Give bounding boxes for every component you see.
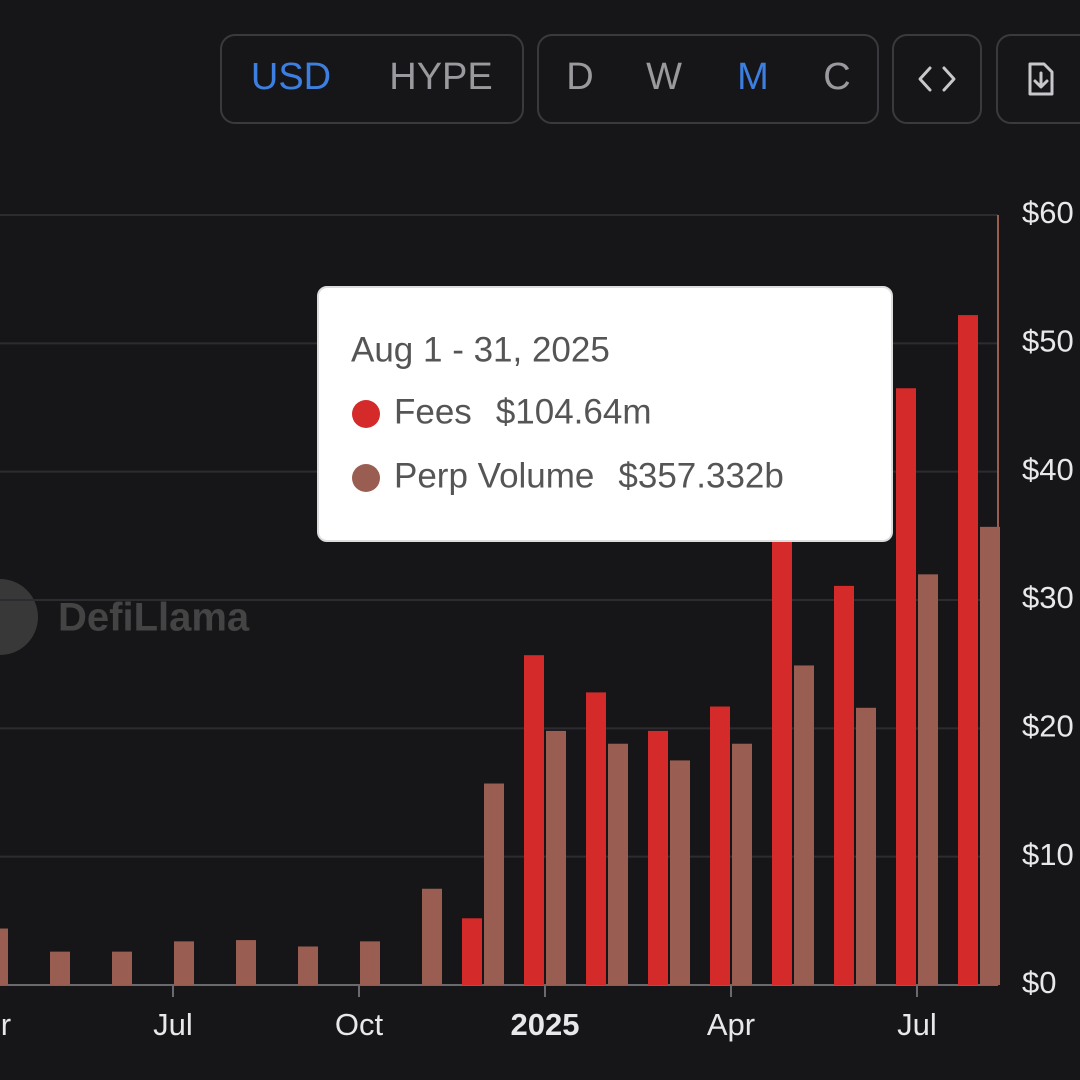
bar (586, 692, 606, 985)
bar (0, 928, 8, 985)
tooltip-series-name: Perp Volume (394, 456, 594, 495)
bar (174, 941, 194, 985)
tooltip-box (317, 286, 893, 542)
y-tick-label: $40 (1022, 452, 1074, 487)
download-icon (1028, 62, 1054, 96)
bar (980, 526, 1000, 985)
x-tick-label: Oct (335, 1007, 384, 1042)
bar (112, 951, 132, 985)
bar (236, 940, 256, 985)
bar (50, 951, 70, 985)
watermark-logo (0, 579, 38, 655)
month-button[interactable]: M (737, 56, 769, 98)
bar (856, 707, 876, 985)
tooltip: Aug 1 - 31, 2025 Fees $104.64m Perp Volume… (317, 286, 893, 542)
embed-button[interactable] (892, 34, 982, 124)
bar (298, 946, 318, 985)
bar (732, 743, 752, 985)
x-tick-label: Apr (707, 1007, 755, 1042)
plot: $0 $10 $20 $30 $40 $50 $60 Apr Jul Oct 2025 Apr Jul (0, 195, 1074, 1042)
tooltip-value: $357.332b (618, 456, 783, 495)
currency-toggle (220, 34, 524, 124)
week-button[interactable]: W (646, 56, 682, 98)
bar (896, 388, 916, 985)
bar (422, 888, 442, 985)
bar (918, 574, 938, 985)
bar (608, 743, 628, 985)
tooltip-series-name: Fees (394, 392, 472, 431)
bar (834, 585, 854, 985)
bar (484, 783, 504, 985)
bar (772, 471, 792, 986)
usd-button[interactable]: USD (251, 56, 331, 98)
x-tick-label: 2025 (511, 1007, 580, 1042)
y-tick-label: $60 (1022, 195, 1074, 230)
x-tick-label: Apr (0, 1007, 11, 1042)
bar (546, 730, 566, 985)
bar (710, 706, 730, 985)
bar (462, 918, 482, 985)
embed-icon (918, 66, 956, 92)
bar (794, 665, 814, 985)
bar (958, 315, 978, 986)
bar (524, 655, 544, 985)
tooltip-value: $104.64m (496, 392, 652, 431)
day-button[interactable]: D (566, 56, 593, 98)
watermark: DefiLlama (0, 579, 250, 655)
bar (648, 730, 668, 985)
x-tick-label: Jul (897, 1007, 937, 1042)
download-button[interactable] (996, 34, 1080, 124)
bar (360, 941, 380, 985)
x-tick-label: Jul (153, 1007, 193, 1042)
y-tick-label: $10 (1022, 837, 1074, 872)
watermark-text: DefiLlama (58, 596, 250, 640)
y-tick-label: $50 (1022, 324, 1074, 359)
tooltip-date: Aug 1 - 31, 2025 (351, 330, 610, 369)
tooltip-swatch (352, 400, 380, 428)
bar (670, 760, 690, 985)
y-tick-label: $30 (1022, 580, 1074, 615)
y-tick-label: $0 (1022, 965, 1056, 1000)
period-toggle (537, 34, 879, 124)
y-tick-label: $20 (1022, 709, 1074, 744)
cumulative-button[interactable]: C (823, 56, 850, 98)
hype-button[interactable]: HYPE (389, 56, 492, 98)
tooltip-swatch (352, 464, 380, 492)
